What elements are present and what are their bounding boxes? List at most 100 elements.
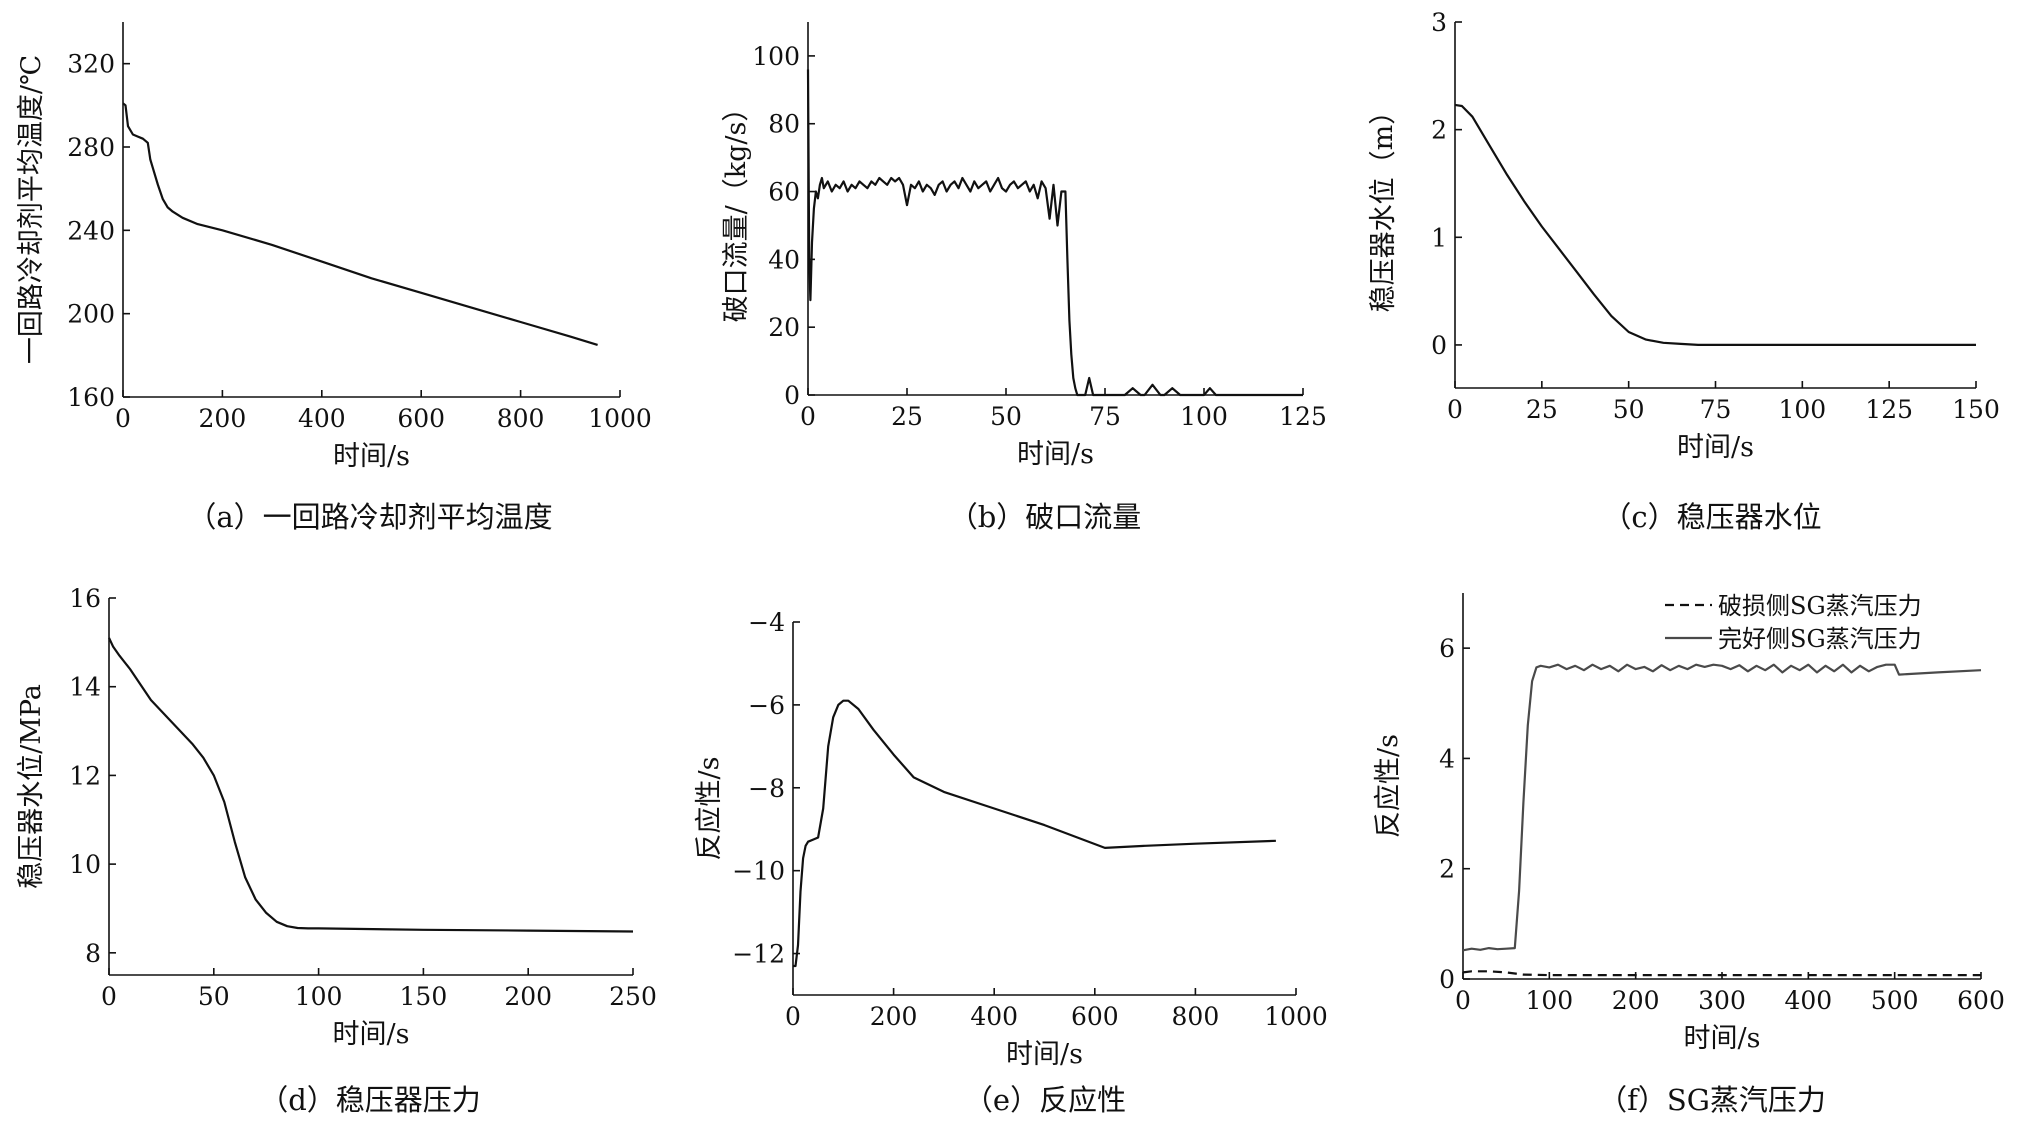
- x-tick-label: 600: [397, 404, 445, 433]
- y-tick-label: 100: [752, 42, 800, 71]
- x-tick-label: 300: [1698, 986, 1746, 1015]
- x-tick-label: 400: [298, 404, 346, 433]
- chart-panel-2: 0 25 50 75 100 125 150 0 1 2 3 时间/s 稳压器水位（m） （c）稳压器水位: [1368, 8, 2000, 534]
- x-tick-label: 25: [891, 402, 923, 431]
- x-tick-label: 50: [990, 402, 1022, 431]
- x-tick-label: 150: [400, 982, 448, 1011]
- x-tick-label: 0: [1455, 986, 1471, 1015]
- y-tick-label: 280: [67, 133, 115, 162]
- x-tick-label: 0: [1447, 395, 1463, 424]
- y-tick-label: 0: [784, 381, 800, 410]
- y-tick-label: 14: [69, 673, 101, 702]
- y-tick-label: 80: [768, 110, 800, 139]
- y-axis-label: 反应性/s: [1373, 734, 1404, 838]
- legend-label: 完好侧SG蒸汽压力: [1718, 625, 1922, 653]
- chart-panel-5: 0 100 200 300 400 500 600 0 2 4 6 时间/s 反应性/s （f）SG蒸汽压…: [1373, 592, 2005, 1117]
- x-tick-label: 125: [1865, 395, 1913, 424]
- y-tick-label: 3: [1431, 8, 1447, 37]
- x-tick-label: 125: [1279, 402, 1327, 431]
- panel-caption: （f）SG蒸汽压力: [1598, 1083, 1826, 1117]
- panel-caption: （c）稳压器水位: [1602, 500, 1821, 534]
- chart-panel-4: 0 200 400 600 800 1000 −12 −10 −8 −6 −4 时间/s 反应性/s （e…: [694, 608, 1328, 1117]
- x-tick-label: 150: [1952, 395, 2000, 424]
- chart-panel-0: 0 200 400 600 800 1000 160 200 240 280 320 时间/s 一回路冷…: [16, 22, 652, 534]
- y-axis-label: 稳压器水位/MPa: [16, 684, 47, 889]
- x-tick-label: 800: [1172, 1002, 1220, 1031]
- x-tick-label: 200: [870, 1002, 918, 1031]
- y-tick-label: 16: [69, 584, 101, 613]
- x-tick-label: 75: [1089, 402, 1121, 431]
- y-tick-label: 0: [1431, 331, 1447, 360]
- y-tick-label: 320: [67, 50, 115, 79]
- series-line-0: [806, 69, 1303, 397]
- panel-caption: （b）破口流量: [949, 500, 1142, 534]
- series-line-0: [1454, 103, 1976, 346]
- series-line-0: [1462, 970, 1981, 977]
- x-tick-label: 100: [1778, 395, 1826, 424]
- y-tick-label: 2: [1431, 116, 1447, 145]
- chart-panel-3: 0 50 100 150 200 250 8 10 12 14 16 时间/s 稳压器水位/MPa （d）…: [16, 584, 657, 1117]
- y-axis-label: 一回路冷却剂平均温度/℃: [16, 55, 47, 364]
- y-tick-label: 200: [67, 300, 115, 329]
- x-tick-label: 250: [609, 982, 657, 1011]
- y-tick-label: 160: [67, 383, 115, 412]
- series-line-0: [793, 699, 1276, 968]
- y-tick-label: −10: [732, 857, 785, 886]
- panel-caption: （a）一回路冷却剂平均温度: [187, 500, 552, 534]
- x-tick-label: 100: [295, 982, 343, 1011]
- y-tick-label: 60: [768, 178, 800, 207]
- series-line-0: [108, 637, 634, 933]
- y-tick-label: 12: [69, 761, 101, 790]
- panel-caption: （e）反应性: [964, 1083, 1126, 1117]
- x-tick-label: 1000: [1264, 1002, 1328, 1031]
- x-tick-label: 200: [504, 982, 552, 1011]
- x-tick-label: 100: [1180, 402, 1228, 431]
- y-tick-label: 10: [69, 850, 101, 879]
- y-tick-label: 8: [85, 939, 101, 968]
- y-tick-label: 4: [1439, 744, 1455, 773]
- y-tick-label: 2: [1439, 855, 1455, 884]
- series-line-1: [1462, 663, 1982, 952]
- x-tick-label: 600: [1071, 1002, 1119, 1031]
- x-tick-label: 50: [1613, 395, 1645, 424]
- x-tick-label: 400: [1784, 986, 1832, 1015]
- y-axis-label: 破口流量/（kg/s）: [721, 95, 752, 323]
- y-tick-label: 6: [1439, 634, 1455, 663]
- x-tick-label: 75: [1700, 395, 1732, 424]
- y-tick-label: −8: [748, 774, 785, 803]
- x-tick-label: 25: [1526, 395, 1558, 424]
- y-tick-label: 20: [768, 313, 800, 342]
- y-tick-label: −4: [748, 608, 785, 637]
- x-axis-label: 时间/s: [1017, 439, 1094, 470]
- x-tick-label: 200: [1612, 986, 1660, 1015]
- y-tick-label: −6: [748, 691, 785, 720]
- x-tick-label: 0: [101, 982, 117, 1011]
- legend-label: 破损侧SG蒸汽压力: [1718, 592, 1922, 620]
- x-axis-label: 时间/s: [333, 441, 410, 472]
- chart-panel-1: 0 25 50 75 100 125 0 20 40 60 80 100 时间/s 破口流量/（kg/s）…: [721, 22, 1327, 534]
- x-tick-label: 50: [198, 982, 230, 1011]
- y-axis-label: 反应性/s: [694, 757, 725, 861]
- x-tick-label: 0: [800, 402, 816, 431]
- x-tick-label: 0: [115, 404, 131, 433]
- y-tick-label: 0: [1439, 965, 1455, 994]
- x-tick-label: 500: [1871, 986, 1919, 1015]
- y-tick-label: 40: [768, 245, 800, 274]
- y-tick-label: 1: [1431, 223, 1447, 252]
- x-tick-label: 0: [785, 1002, 801, 1031]
- x-axis-label: 时间/s: [1006, 1039, 1083, 1070]
- x-tick-label: 400: [970, 1002, 1018, 1031]
- y-axis-label: 稳压器水位（m）: [1368, 98, 1399, 313]
- x-axis-label: 时间/s: [1677, 432, 1754, 463]
- y-tick-label: −12: [732, 940, 785, 969]
- x-tick-label: 800: [497, 404, 545, 433]
- x-tick-label: 100: [1525, 986, 1573, 1015]
- x-tick-label: 600: [1957, 986, 2005, 1015]
- x-axis-label: 时间/s: [1684, 1023, 1761, 1054]
- x-axis-label: 时间/s: [333, 1019, 410, 1050]
- series-line-0: [122, 102, 598, 346]
- x-tick-label: 1000: [588, 404, 652, 433]
- x-tick-label: 200: [199, 404, 247, 433]
- y-tick-label: 240: [67, 216, 115, 245]
